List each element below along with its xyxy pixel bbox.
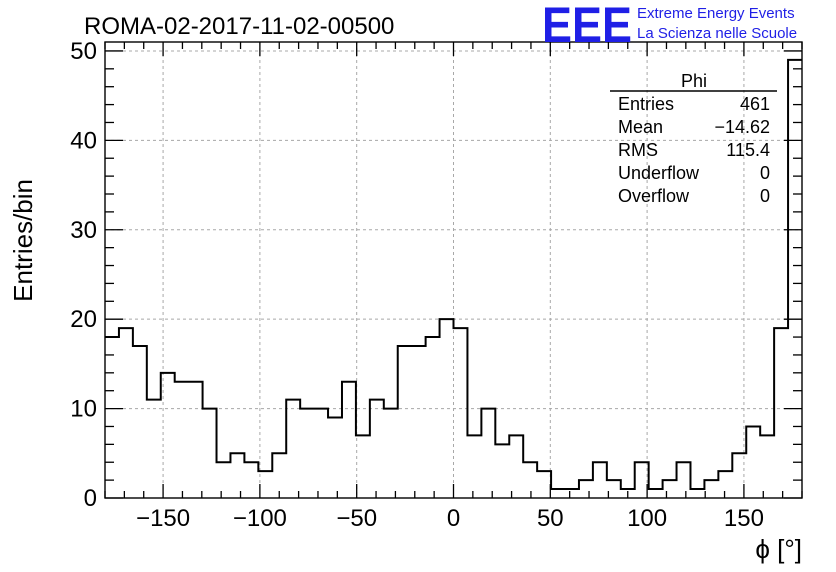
histogram-bin	[467, 435, 481, 498]
x-tick-label: 50	[537, 505, 564, 532]
histogram-bin	[690, 489, 704, 498]
stats-box: Phi Entries 461 Mean −14.62 RMS 115.4 Underflo…	[610, 71, 777, 206]
logo-line-2: La Scienza nelle Scuole	[637, 25, 797, 42]
histogram-bin	[593, 462, 607, 498]
stats-row-value: 0	[760, 186, 770, 206]
histogram-bin	[314, 409, 328, 498]
stats-row: Entries 461	[618, 94, 770, 114]
histogram-bin	[147, 400, 161, 498]
stats-row: Mean −14.62	[618, 117, 770, 137]
y-tick-label: 30	[70, 217, 97, 244]
histogram-bin	[133, 346, 147, 498]
histogram-bin	[161, 373, 175, 498]
histogram-bin	[119, 328, 133, 498]
histogram-bin	[203, 409, 217, 498]
histogram-bin	[189, 382, 203, 498]
histogram-bin	[579, 480, 593, 498]
histogram-bin	[300, 409, 314, 498]
histogram-bin	[649, 489, 663, 498]
stats-row-label: Overflow	[618, 186, 690, 206]
x-tick-label: 100	[627, 505, 667, 532]
y-tick-label: 40	[70, 127, 97, 154]
histogram-bin	[677, 462, 691, 498]
stats-row: RMS 115.4	[618, 140, 770, 160]
histogram-bin	[412, 346, 426, 498]
stats-row-label: RMS	[618, 140, 658, 160]
stats-row-value: 461	[740, 94, 770, 114]
histogram-bin	[774, 328, 788, 498]
histogram-bin	[426, 337, 440, 498]
histogram-bin	[398, 346, 412, 498]
histogram-bin	[760, 435, 774, 498]
histogram-bin	[454, 328, 468, 498]
histogram-bin	[551, 489, 565, 498]
chart-title: ROMA-02-2017-11-02-00500	[84, 13, 394, 40]
stats-row: Overflow 0	[618, 186, 770, 206]
histogram-bin	[481, 409, 495, 498]
y-tick-label: 0	[84, 485, 97, 512]
stats-row-value: 0	[760, 163, 770, 183]
histogram-bin	[495, 444, 509, 498]
stats-row-label: Underflow	[618, 163, 700, 183]
y-axis-label: Entries/bin	[8, 179, 38, 302]
logo-line-1: Extreme Energy Events	[637, 5, 795, 22]
histogram-bin	[718, 471, 732, 498]
tick-labels: −150 −100 −50 0 50 100 150 0 10 20 30 40 50	[70, 38, 764, 532]
histogram-bin	[565, 489, 579, 498]
x-tick-label: −150	[136, 505, 190, 532]
eee-logo: EEE Extreme Energy Events La Scienza nel…	[542, 0, 797, 53]
stats-row-label: Mean	[618, 117, 663, 137]
x-tick-label: 0	[447, 505, 460, 532]
stats-row-label: Entries	[618, 94, 674, 114]
histogram-bin	[230, 453, 244, 498]
histogram-outline	[105, 58, 802, 491]
histogram-bin	[342, 382, 356, 498]
x-tick-label: −50	[336, 505, 377, 532]
histogram-bin	[328, 418, 342, 498]
axis-ticks	[104, 42, 803, 499]
y-tick-label: 20	[70, 306, 97, 333]
stats-row-value: −14.62	[714, 117, 770, 137]
histogram-bin	[746, 426, 760, 498]
histogram-bin	[244, 462, 258, 498]
histogram-bin	[523, 462, 537, 498]
histogram-bin	[788, 60, 802, 498]
histogram-bin	[384, 409, 398, 498]
x-tick-label: 150	[724, 505, 764, 532]
stats-row-value: 115.4	[726, 140, 770, 160]
histogram-bin	[105, 337, 119, 498]
histogram-bin	[356, 435, 370, 498]
histogram-bin	[175, 382, 189, 498]
histogram-bin	[440, 319, 454, 498]
histogram-bin	[286, 400, 300, 498]
histogram-bin	[704, 480, 718, 498]
eee-logo-mark: EEE	[542, 0, 632, 53]
stats-title: Phi	[681, 71, 707, 91]
y-tick-label: 50	[70, 38, 97, 65]
y-tick-label: 10	[70, 396, 97, 423]
x-axis-label: ϕ [°]	[755, 534, 802, 564]
histogram-series	[105, 58, 802, 498]
histogram-bin	[509, 435, 523, 498]
histogram-bin	[217, 462, 231, 498]
histogram-bin	[663, 480, 677, 498]
x-tick-label: −100	[233, 505, 287, 532]
stats-row: Underflow 0	[618, 163, 770, 183]
histogram-bin	[370, 400, 384, 498]
histogram-bin	[537, 471, 551, 498]
